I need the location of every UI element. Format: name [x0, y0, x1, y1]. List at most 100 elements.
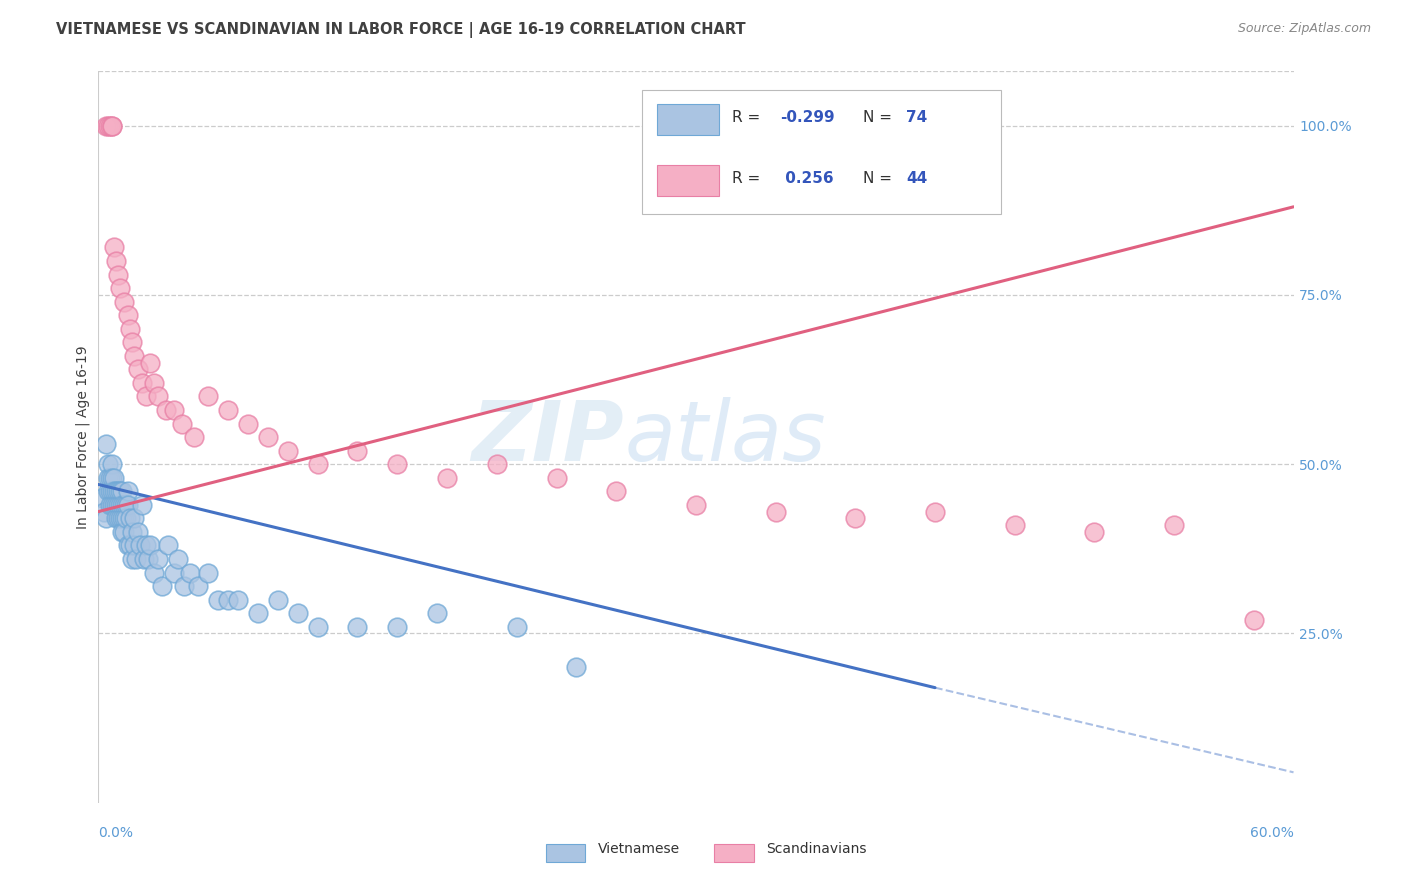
- Point: [115, 498, 138, 512]
- Point: [385, 620, 409, 634]
- Point: [765, 505, 787, 519]
- Text: -0.299: -0.299: [780, 110, 834, 125]
- Text: 0.0%: 0.0%: [98, 826, 134, 840]
- Point: [112, 524, 135, 539]
- Text: 0.256: 0.256: [780, 171, 834, 186]
- Point: [112, 511, 135, 525]
- Point: [217, 592, 239, 607]
- Point: [139, 355, 162, 369]
- Point: [183, 430, 205, 444]
- Point: [101, 498, 124, 512]
- Text: atlas: atlas: [624, 397, 825, 477]
- Point: [148, 552, 170, 566]
- Point: [124, 511, 146, 525]
- Point: [97, 484, 120, 499]
- Text: 60.0%: 60.0%: [1250, 826, 1294, 840]
- Point: [139, 538, 162, 552]
- Text: R =: R =: [733, 171, 765, 186]
- Point: [143, 376, 166, 390]
- Point: [124, 349, 146, 363]
- Point: [127, 362, 149, 376]
- Point: [226, 592, 249, 607]
- Point: [187, 579, 209, 593]
- Point: [110, 498, 132, 512]
- Text: N =: N =: [863, 171, 897, 186]
- Point: [924, 505, 946, 519]
- Point: [111, 511, 134, 525]
- Text: R =: R =: [733, 110, 765, 125]
- Point: [148, 389, 170, 403]
- Point: [136, 552, 159, 566]
- Point: [120, 322, 142, 336]
- Point: [346, 620, 368, 634]
- Point: [267, 592, 290, 607]
- Point: [91, 491, 114, 505]
- Point: [125, 552, 148, 566]
- Point: [111, 484, 134, 499]
- Point: [96, 119, 118, 133]
- Point: [101, 471, 124, 485]
- Point: [107, 511, 129, 525]
- Point: [134, 552, 156, 566]
- Point: [197, 389, 219, 403]
- Point: [685, 498, 707, 512]
- Point: [120, 538, 142, 552]
- Point: [110, 511, 132, 525]
- Point: [107, 268, 129, 282]
- FancyBboxPatch shape: [657, 104, 718, 135]
- Point: [120, 511, 142, 525]
- Point: [1083, 524, 1105, 539]
- FancyBboxPatch shape: [657, 165, 718, 195]
- Point: [605, 484, 627, 499]
- Point: [246, 606, 269, 620]
- Point: [105, 498, 128, 512]
- Point: [103, 498, 125, 512]
- Point: [115, 511, 138, 525]
- Point: [101, 484, 124, 499]
- Point: [124, 538, 146, 552]
- Point: [179, 566, 201, 580]
- Point: [111, 524, 134, 539]
- Point: [385, 457, 409, 471]
- Text: 74: 74: [907, 110, 928, 125]
- Point: [150, 579, 173, 593]
- Point: [157, 538, 180, 552]
- Point: [277, 443, 299, 458]
- Point: [112, 294, 135, 309]
- Point: [121, 335, 143, 350]
- Point: [1004, 518, 1026, 533]
- Point: [121, 524, 143, 539]
- Point: [97, 471, 120, 485]
- Point: [103, 484, 125, 499]
- Point: [485, 457, 508, 471]
- Text: N =: N =: [863, 110, 897, 125]
- Point: [112, 498, 135, 512]
- Point: [307, 620, 329, 634]
- Point: [236, 417, 259, 431]
- Point: [105, 254, 128, 268]
- Point: [1163, 518, 1185, 533]
- Point: [107, 484, 129, 499]
- Text: Source: ZipAtlas.com: Source: ZipAtlas.com: [1237, 22, 1371, 36]
- Point: [135, 389, 157, 403]
- Text: 44: 44: [907, 171, 928, 186]
- Point: [97, 457, 120, 471]
- Point: [546, 471, 568, 485]
- Point: [167, 552, 190, 566]
- Point: [256, 430, 278, 444]
- Point: [565, 660, 588, 674]
- Point: [163, 566, 186, 580]
- Point: [436, 471, 458, 485]
- Point: [346, 443, 368, 458]
- Point: [103, 240, 125, 254]
- Point: [173, 579, 195, 593]
- Point: [143, 566, 166, 580]
- Point: [98, 498, 122, 512]
- Text: ZIP: ZIP: [471, 397, 624, 477]
- Point: [129, 538, 152, 552]
- Point: [111, 498, 134, 512]
- Point: [217, 403, 239, 417]
- Point: [107, 498, 129, 512]
- Point: [155, 403, 177, 417]
- Point: [110, 484, 132, 499]
